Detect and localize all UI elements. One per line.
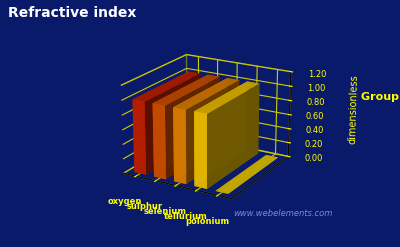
Text: www.webelements.com: www.webelements.com — [234, 209, 333, 218]
Text: Refractive index: Refractive index — [8, 6, 136, 20]
